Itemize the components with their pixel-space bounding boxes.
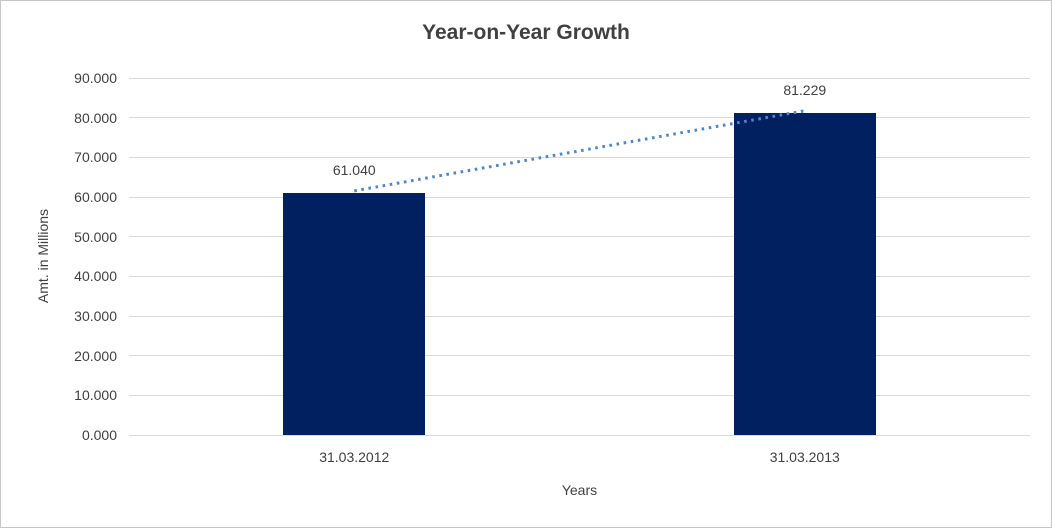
bar [283,192,426,435]
gridline [129,434,1030,436]
x-axis-title: Years [561,482,598,498]
bar-value-label: 61.040 [332,161,376,178]
x-category-label: 31.03.2012 [319,449,390,465]
y-tick-label: 40.000 [74,268,117,285]
gridline [129,394,1030,396]
gridline [129,156,1030,158]
y-tick-label: 80.000 [74,109,117,126]
y-tick-label: 70.000 [74,149,117,166]
y-tick-label: 10.000 [74,387,117,404]
gridline [129,275,1030,277]
chart-title: Year-on-Year Growth [422,21,630,44]
bar [733,112,876,435]
y-tick-label: 0.000 [81,427,117,443]
x-category-label: 31.03.2013 [769,449,840,465]
y-axis-title: Amt. in Millions [35,208,51,304]
y-tick-label: 60.000 [74,189,117,205]
y-tick-label: 30.000 [74,308,117,324]
y-tick-label: 50.000 [74,228,117,245]
gridline [129,315,1030,317]
gridline [129,236,1030,238]
gridline [129,117,1030,119]
y-tick-label: 90.000 [74,70,117,86]
gridline [129,196,1030,198]
gridline [129,77,1030,79]
bar-value-label: 81.229 [783,81,827,98]
y-tick-label: 20.000 [74,347,117,364]
gridline [129,355,1030,357]
